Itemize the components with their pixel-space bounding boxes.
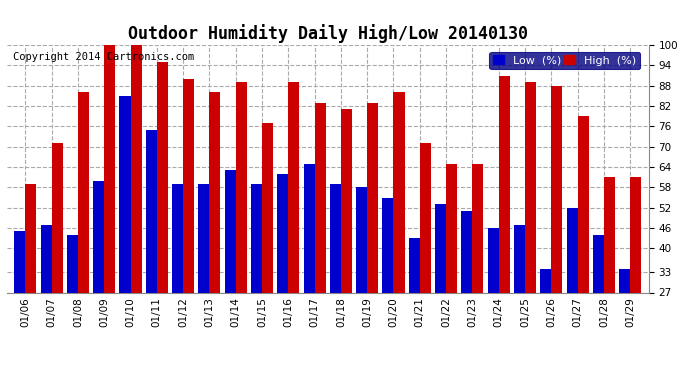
Title: Outdoor Humidity Daily High/Low 20140130: Outdoor Humidity Daily High/Low 20140130 bbox=[128, 24, 528, 44]
Bar bbox=[130, 45, 141, 292]
Bar bbox=[435, 204, 446, 292]
Bar bbox=[93, 181, 104, 292]
Bar bbox=[251, 184, 262, 292]
Bar bbox=[41, 225, 52, 292]
Bar bbox=[277, 174, 288, 292]
Bar bbox=[225, 171, 236, 292]
Bar bbox=[578, 116, 589, 292]
Bar bbox=[157, 62, 168, 292]
Bar bbox=[78, 93, 89, 292]
Bar bbox=[209, 93, 220, 292]
Bar bbox=[52, 143, 63, 292]
Bar bbox=[14, 231, 26, 292]
Bar bbox=[604, 177, 615, 292]
Bar bbox=[393, 93, 404, 292]
Bar bbox=[341, 110, 352, 292]
Bar bbox=[566, 208, 578, 292]
Bar bbox=[146, 130, 157, 292]
Bar bbox=[367, 103, 378, 292]
Bar bbox=[262, 123, 273, 292]
Text: Copyright 2014 Cartronics.com: Copyright 2014 Cartronics.com bbox=[13, 53, 195, 62]
Bar bbox=[525, 82, 536, 292]
Bar bbox=[67, 235, 78, 292]
Bar bbox=[356, 188, 367, 292]
Bar bbox=[382, 198, 393, 292]
Bar bbox=[172, 184, 183, 292]
Bar bbox=[183, 79, 194, 292]
Bar bbox=[488, 228, 499, 292]
Bar bbox=[540, 269, 551, 292]
Bar bbox=[330, 184, 341, 292]
Bar bbox=[473, 164, 484, 292]
Bar bbox=[593, 235, 604, 292]
Bar bbox=[446, 164, 457, 292]
Bar bbox=[551, 86, 562, 292]
Legend: Low  (%), High  (%): Low (%), High (%) bbox=[489, 52, 640, 69]
Bar bbox=[198, 184, 209, 292]
Bar bbox=[104, 45, 115, 292]
Bar bbox=[514, 225, 525, 292]
Bar bbox=[462, 211, 473, 292]
Bar bbox=[630, 177, 641, 292]
Bar bbox=[26, 184, 37, 292]
Bar bbox=[420, 143, 431, 292]
Bar bbox=[499, 75, 510, 292]
Bar bbox=[408, 238, 420, 292]
Bar bbox=[619, 269, 630, 292]
Bar bbox=[288, 82, 299, 292]
Bar bbox=[119, 96, 130, 292]
Bar bbox=[304, 164, 315, 292]
Bar bbox=[236, 82, 247, 292]
Bar bbox=[315, 103, 326, 292]
